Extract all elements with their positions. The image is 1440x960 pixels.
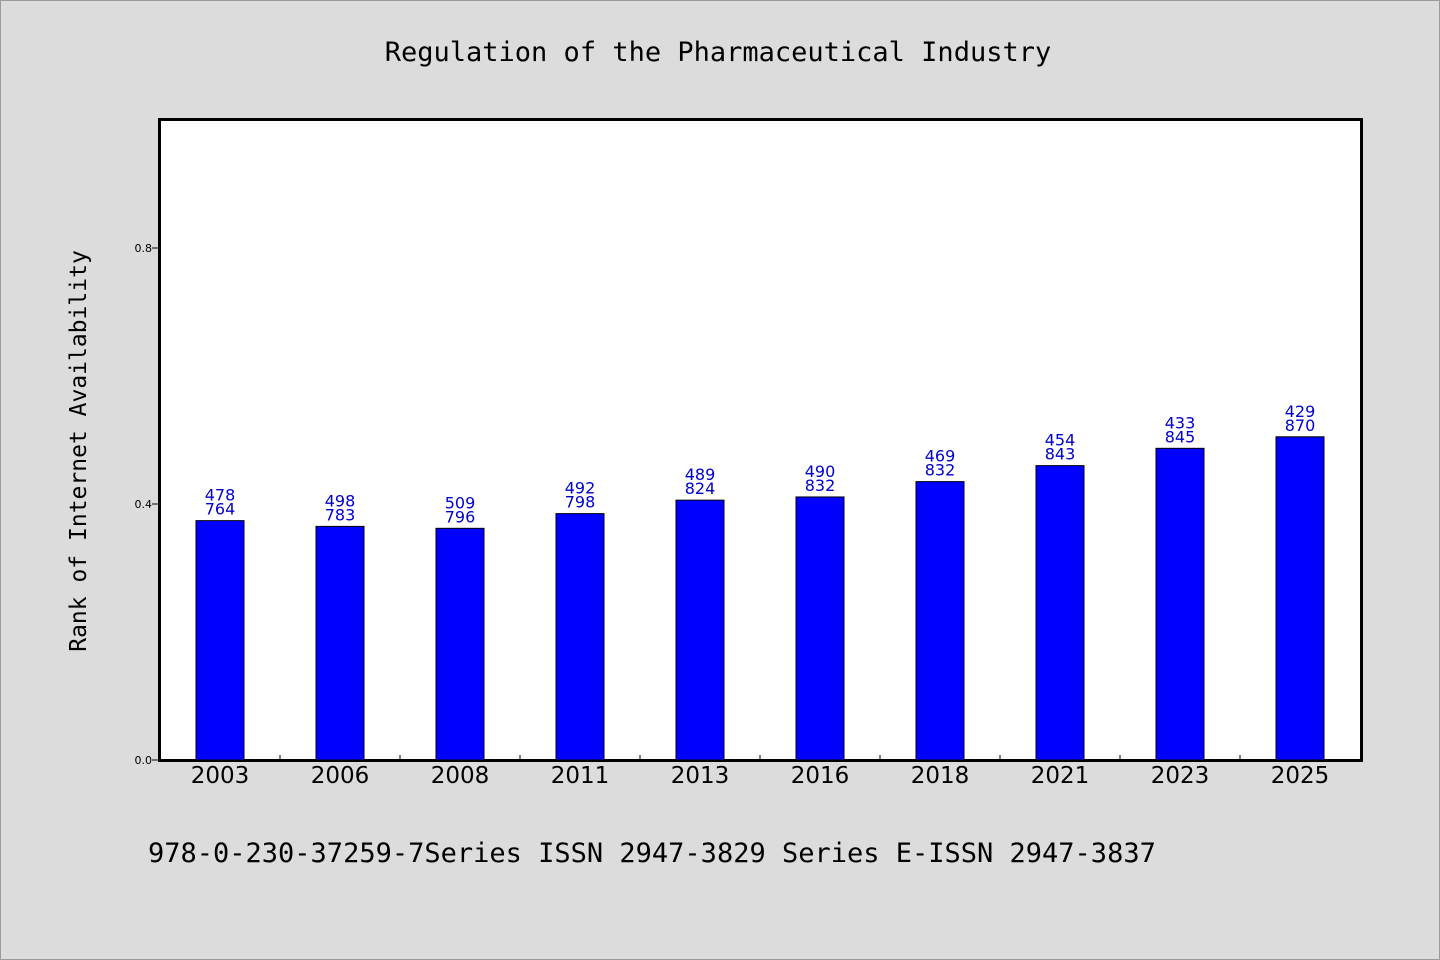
x-tick-label: 2003 bbox=[191, 763, 250, 789]
bar-label-bottom: 824 bbox=[685, 479, 716, 498]
bar-label-top: 429 bbox=[1285, 402, 1316, 421]
bar-label-bottom: 870 bbox=[1285, 416, 1316, 435]
bar-label-top: 498 bbox=[325, 491, 356, 510]
x-tick-label: 2018 bbox=[911, 763, 970, 789]
bar bbox=[435, 527, 485, 761]
bar bbox=[1275, 436, 1325, 761]
bar-label-top: 509 bbox=[445, 493, 476, 512]
x-tick-label: 2021 bbox=[1031, 763, 1090, 789]
x-tick-label: 2006 bbox=[311, 763, 370, 789]
bar bbox=[195, 520, 245, 761]
bar-label-top: 478 bbox=[205, 486, 236, 505]
bar-label-bottom: 796 bbox=[445, 507, 476, 526]
chart-title: Regulation of the Pharmaceutical Industr… bbox=[385, 37, 1051, 68]
bar-label-top: 492 bbox=[565, 479, 596, 498]
x-tick-label: 2013 bbox=[671, 763, 730, 789]
y-axis-label: Rank of Internet Availability bbox=[66, 250, 92, 652]
bar bbox=[675, 499, 725, 761]
y-tick-label: 0.0 bbox=[135, 754, 153, 767]
bar-label-bottom: 798 bbox=[565, 493, 596, 512]
bars bbox=[195, 436, 1325, 761]
bar-label-bottom: 845 bbox=[1165, 427, 1196, 446]
bar-label-top: 490 bbox=[805, 462, 836, 481]
bar bbox=[915, 481, 965, 761]
bar-label-bottom: 832 bbox=[925, 461, 956, 480]
x-tick-label: 2025 bbox=[1271, 763, 1330, 789]
bar-label-top: 433 bbox=[1165, 413, 1196, 432]
y-tick-label: 0.4 bbox=[135, 498, 153, 511]
footer-isbn-issn: 978-0-230-37259-7Series ISSN 2947-3829 S… bbox=[148, 838, 1156, 869]
x-tick-label: 2016 bbox=[791, 763, 850, 789]
bar bbox=[315, 525, 365, 761]
bar-label-top: 489 bbox=[685, 465, 716, 484]
axis-ticks: 0.0 0.4 0.8 2003 2006 2008 2011 2013 2016 2018 202… bbox=[135, 242, 1330, 789]
bar bbox=[1035, 465, 1085, 761]
bar-label-bottom: 783 bbox=[325, 505, 356, 524]
bar bbox=[555, 513, 605, 761]
y-tick-label: 0.8 bbox=[135, 242, 153, 255]
x-tick-label: 2023 bbox=[1151, 763, 1210, 789]
bar bbox=[795, 496, 845, 761]
bar-label-bottom: 764 bbox=[205, 500, 236, 519]
bar-label-top: 454 bbox=[1045, 431, 1076, 450]
bar-label-top: 469 bbox=[925, 447, 956, 466]
x-tick-label: 2011 bbox=[551, 763, 610, 789]
bar bbox=[1155, 447, 1205, 761]
bar-label-bottom: 843 bbox=[1045, 445, 1076, 464]
bar-label-bottom: 832 bbox=[805, 476, 836, 495]
x-tick-label: 2008 bbox=[431, 763, 490, 789]
